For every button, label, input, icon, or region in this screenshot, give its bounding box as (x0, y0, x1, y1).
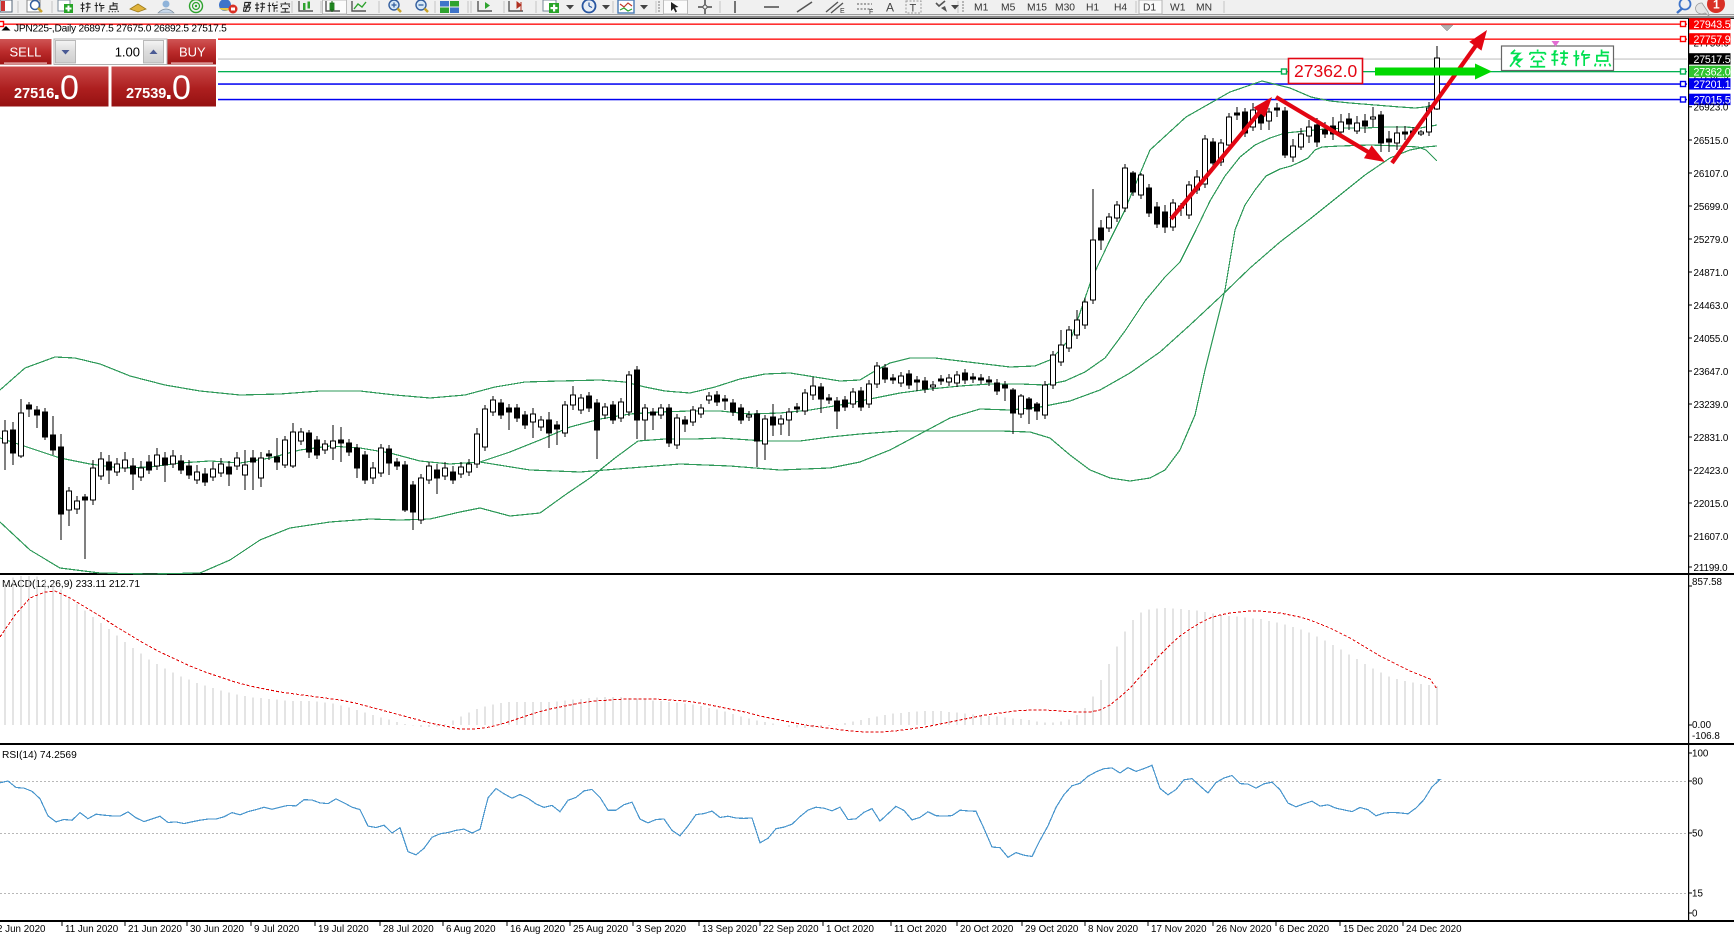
svg-text:H1: H1 (1086, 3, 1099, 14)
svg-text:-106.8: -106.8 (1692, 731, 1720, 742)
svg-text:22831.0: 22831.0 (1694, 433, 1729, 444)
svg-text:19 Jul 2020: 19 Jul 2020 (318, 924, 369, 935)
svg-text:27943.5: 27943.5 (1694, 19, 1731, 31)
svg-text:15: 15 (1692, 889, 1703, 900)
svg-text:24463.0: 24463.0 (1694, 301, 1729, 312)
svg-text:2 Jun 2020: 2 Jun 2020 (0, 924, 46, 935)
svg-text:24 Dec 2020: 24 Dec 2020 (1406, 924, 1462, 935)
svg-text:1: 1 (1713, 0, 1720, 12)
svg-text:22015.0: 22015.0 (1694, 499, 1729, 510)
svg-text:SELL: SELL (10, 45, 42, 60)
svg-text:M1: M1 (974, 3, 989, 14)
svg-text:100: 100 (1692, 749, 1709, 760)
svg-text:21607.0: 21607.0 (1694, 532, 1729, 543)
svg-text:0: 0 (60, 69, 79, 107)
svg-text:24871.0: 24871.0 (1694, 268, 1729, 279)
svg-text:1 Oct 2020: 1 Oct 2020 (826, 924, 874, 935)
svg-text:T: T (910, 3, 917, 15)
svg-text:MN: MN (1196, 3, 1212, 14)
svg-text:8 Nov 2020: 8 Nov 2020 (1088, 924, 1139, 935)
svg-text:9 Jul 2020: 9 Jul 2020 (254, 924, 300, 935)
svg-text:15 Dec 2020: 15 Dec 2020 (1343, 924, 1399, 935)
svg-text:17 Nov 2020: 17 Nov 2020 (1151, 924, 1207, 935)
svg-text:24055.0: 24055.0 (1694, 334, 1729, 345)
svg-text:JPN225-,Daily 26897.5 27675.0: JPN225-,Daily 26897.5 27675.0 26892.5 27… (14, 24, 227, 35)
svg-text:26 Nov 2020: 26 Nov 2020 (1216, 924, 1272, 935)
svg-text:21 Jun 2020: 21 Jun 2020 (128, 924, 182, 935)
svg-text:25279.0: 25279.0 (1694, 235, 1729, 246)
svg-text:A: A (886, 1, 894, 15)
svg-text:0: 0 (1692, 909, 1698, 920)
svg-text:29 Oct 2020: 29 Oct 2020 (1025, 924, 1079, 935)
svg-text:27362.0: 27362.0 (1294, 61, 1358, 81)
svg-text:20 Oct 2020: 20 Oct 2020 (960, 924, 1014, 935)
svg-text:M15: M15 (1027, 3, 1047, 14)
svg-text:0: 0 (172, 69, 191, 107)
svg-text:6 Dec 2020: 6 Dec 2020 (1279, 924, 1330, 935)
svg-text:11 Jun 2020: 11 Jun 2020 (65, 924, 119, 935)
svg-text:27015.5: 27015.5 (1694, 95, 1731, 107)
svg-text:23239.0: 23239.0 (1694, 400, 1729, 411)
svg-text:26923.0: 26923.0 (1694, 103, 1729, 114)
svg-text:D1: D1 (1143, 3, 1156, 14)
svg-text:26515.0: 26515.0 (1694, 136, 1729, 147)
svg-text:BUY: BUY (179, 45, 206, 60)
svg-text:M5: M5 (1001, 3, 1016, 14)
svg-text:22 Sep 2020: 22 Sep 2020 (763, 924, 819, 935)
svg-text:13 Sep 2020: 13 Sep 2020 (702, 924, 758, 935)
svg-text:27539: 27539 (126, 86, 166, 102)
svg-text:1.00: 1.00 (115, 45, 140, 60)
svg-text:28 Jul 2020: 28 Jul 2020 (383, 924, 434, 935)
svg-text:27201.1: 27201.1 (1694, 79, 1731, 91)
svg-text:16 Aug 2020: 16 Aug 2020 (510, 924, 566, 935)
svg-text:857.58: 857.58 (1692, 577, 1723, 588)
svg-text:22423.0: 22423.0 (1694, 466, 1729, 477)
svg-text:F: F (869, 9, 873, 16)
svg-text:25699.0: 25699.0 (1694, 202, 1729, 213)
svg-text:6 Aug 2020: 6 Aug 2020 (446, 924, 496, 935)
svg-text:27362.0: 27362.0 (1694, 67, 1731, 79)
svg-text:3 Sep 2020: 3 Sep 2020 (636, 924, 687, 935)
svg-text:M30: M30 (1055, 3, 1075, 14)
svg-text:30 Jun 2020: 30 Jun 2020 (190, 924, 244, 935)
svg-text:W1: W1 (1170, 3, 1186, 14)
svg-text:RSI(14) 74.2569: RSI(14) 74.2569 (2, 750, 77, 761)
svg-text:H4: H4 (1114, 3, 1127, 14)
svg-text:25 Aug 2020: 25 Aug 2020 (573, 924, 629, 935)
svg-text:11 Oct 2020: 11 Oct 2020 (894, 924, 947, 935)
svg-text:MACD(12,26,9) 233.11 212.71: MACD(12,26,9) 233.11 212.71 (2, 579, 140, 590)
svg-text:80: 80 (1692, 777, 1703, 788)
svg-text:23647.0: 23647.0 (1694, 367, 1729, 378)
svg-text:27757.9: 27757.9 (1694, 34, 1731, 46)
svg-text:21199.0: 21199.0 (1694, 563, 1729, 574)
svg-text:E: E (840, 8, 845, 15)
svg-text:50: 50 (1692, 829, 1703, 840)
svg-text:0.00: 0.00 (1692, 720, 1712, 731)
svg-text:27516: 27516 (14, 86, 54, 102)
svg-text:27517.5: 27517.5 (1694, 54, 1731, 66)
svg-text:26107.0: 26107.0 (1694, 169, 1729, 180)
